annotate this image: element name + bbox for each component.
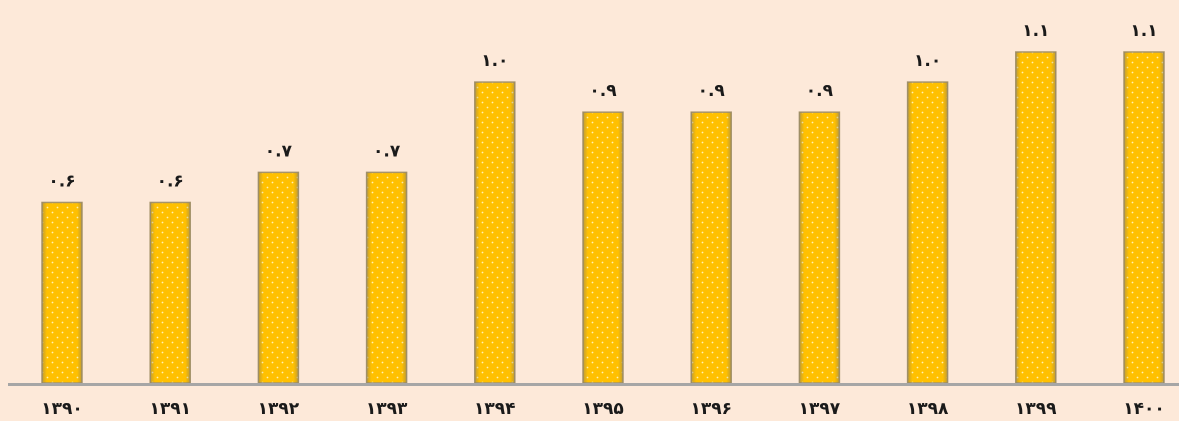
bars-group — [41, 51, 1165, 384]
bar-shade — [583, 112, 623, 383]
data-label: ۰.۹ — [589, 81, 617, 101]
bar-shade — [150, 202, 191, 383]
x-tick-label: ۱۳۹۸ — [907, 399, 949, 419]
bar-shade — [1124, 52, 1164, 383]
x-tick-label: ۱۳۹۴ — [474, 399, 516, 419]
bar-3 — [365, 171, 408, 384]
bar-4 — [474, 81, 516, 384]
data-label: ۰.۹ — [806, 81, 834, 101]
bar-shade — [907, 82, 948, 383]
x-tick-label: ۱۳۹۳ — [366, 399, 408, 419]
bar-shade — [799, 112, 840, 383]
bar-shade — [1015, 52, 1056, 383]
bar-10 — [1123, 51, 1165, 384]
x-tick-label: ۱۳۹۹ — [1015, 399, 1057, 419]
data-label: ۱.۱ — [1130, 21, 1157, 41]
bar-5 — [582, 111, 624, 384]
bar-2 — [257, 171, 300, 384]
bar-6 — [690, 111, 732, 384]
x-tick-label: ۱۳۹۱ — [149, 399, 191, 419]
data-label: ۱.۰ — [914, 51, 941, 71]
x-tick-label: ۱۴۰۰ — [1123, 399, 1165, 419]
bar-shade — [42, 202, 82, 383]
data-label: ۰.۹ — [698, 81, 726, 101]
x-tick-label: ۱۳۹۲ — [258, 399, 300, 419]
x-tick-label: ۱۳۹۷ — [799, 399, 841, 419]
x-tick-label: ۱۳۹۰ — [41, 399, 83, 419]
data-label: ۱.۱ — [1022, 21, 1049, 41]
bar-8 — [906, 81, 949, 384]
data-label: ۰.۶ — [157, 171, 184, 191]
bar-7 — [798, 111, 841, 384]
bar-shade — [691, 112, 732, 383]
bar-0 — [41, 201, 83, 384]
bar-shade — [258, 172, 299, 383]
bar-9 — [1015, 51, 1057, 384]
bar-1 — [149, 201, 191, 384]
data-label: ۰.۷ — [265, 141, 293, 161]
bar-shade — [474, 82, 515, 383]
x-tick-label: ۱۳۹۶ — [690, 399, 732, 419]
bar-shade — [366, 172, 407, 383]
data-label: ۰.۶ — [48, 171, 75, 191]
data-label: ۱.۰ — [481, 51, 508, 71]
x-tick-label: ۱۳۹۵ — [582, 399, 624, 419]
data-label: ۰.۷ — [373, 141, 401, 161]
labels-group: ۰.۶ ۱۳۹۰ ۰.۶ ۱۳۹۱ ۰.۷ ۱۳۹۲ ۰.۷ ۱۳۹۳ ۱.۰ ۱۳۹۴ ۰.۹ ۱۳… — [41, 21, 1165, 419]
